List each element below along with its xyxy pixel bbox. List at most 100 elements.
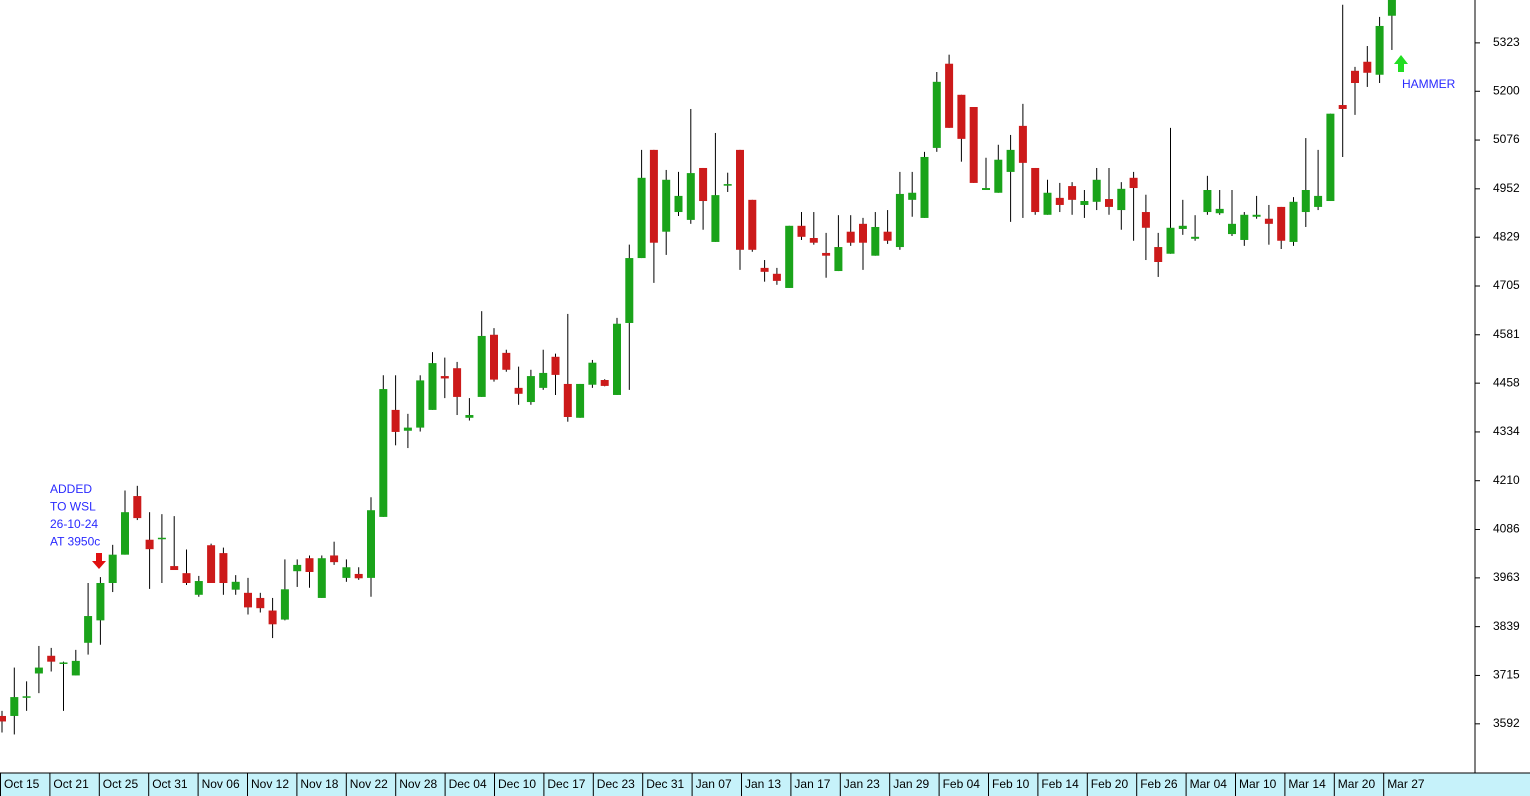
x-tick-label: Jan 17 [794,777,830,791]
candle-body [477,335,486,397]
x-tick-label: Oct 21 [53,777,89,791]
candle-body [1178,225,1187,229]
y-tick-label: 3839 [1493,619,1520,633]
candle-body [834,247,843,272]
x-tick-label: Nov 22 [350,777,388,791]
y-tick-label: 4334 [1493,424,1520,438]
candle-body [305,558,314,572]
y-tick-label: 4829 [1493,229,1520,243]
candle-body [453,368,462,397]
candle-body [883,231,892,241]
candle-body [760,267,769,272]
candle-body [945,63,954,128]
candle-body [1240,214,1249,240]
x-tick-label: Nov 06 [202,777,240,791]
candle-body [1043,192,1052,215]
candle-body [637,177,646,259]
annotation: TO WSL [50,500,96,514]
candle-body [391,409,400,432]
candle-body [71,660,80,676]
candle-body [1363,61,1372,73]
candle-body [145,539,154,550]
annotation: 26-10-24 [50,517,98,531]
candle-body [244,592,252,608]
candle-body [859,223,867,243]
candle-body [908,192,917,200]
candle-body [1141,212,1150,228]
candle-body [0,715,6,722]
x-tick-label: Nov 28 [399,777,437,791]
candle-body [772,273,781,281]
candle-body [84,616,93,643]
candle-body [526,376,535,403]
candle-body [797,225,806,237]
candle-body [1018,125,1027,163]
candle-body [157,537,166,540]
candle-body [539,372,548,388]
candle-body [170,566,179,571]
candle-body [748,199,757,250]
candle-body [625,258,634,323]
x-tick-label: Feb 10 [992,777,1030,791]
x-tick-label: Mar 27 [1387,777,1425,791]
candle-body [108,554,117,583]
y-tick-label: 4458 [1493,375,1520,389]
candle-body [490,334,498,380]
candle-body [231,581,240,590]
x-tick-label: Feb 26 [1140,777,1178,791]
candle-body [1326,113,1335,202]
y-tick-label: 4086 [1493,522,1520,536]
annotation: HAMMER [1402,77,1456,91]
candle-body [1129,177,1138,189]
candle-body [576,383,585,418]
candle-body [1055,197,1064,205]
x-tick-label: Dec 10 [498,777,536,791]
candle-body [121,512,129,555]
x-tick-label: Jan 07 [696,777,732,791]
candles [0,0,1396,735]
x-tick-label: Dec 23 [597,777,635,791]
candle-body [1215,208,1224,214]
candle-body [674,195,683,213]
candle-body [1031,167,1040,213]
x-tick-label: Dec 17 [547,777,585,791]
candle-body [588,362,597,385]
y-tick-label: 5200 [1493,83,1520,97]
candle-body [1387,0,1396,16]
candle-body [317,558,326,598]
x-tick-label: Mar 20 [1338,777,1376,791]
y-tick-label: 4581 [1493,327,1520,341]
candle-body [416,380,425,428]
y-tick-label: 4705 [1493,278,1520,292]
candle-body [686,173,695,220]
candle-body [723,184,732,186]
candle-body [1314,195,1323,207]
candle-body [182,573,191,583]
candle-body [1092,179,1101,202]
candle-body [1191,236,1200,239]
candle-body [551,356,560,375]
x-tick-label: Feb 04 [943,777,981,791]
candle-body [920,156,929,218]
candle-body [10,697,19,716]
candle-body [280,589,289,620]
candle-body [440,376,449,379]
candle-body [133,496,142,519]
candle-body [1351,70,1359,84]
candle-body [514,387,523,394]
x-tick-label: Oct 15 [4,777,40,791]
candle-body [982,188,990,191]
x-tick-label: Jan 29 [893,777,929,791]
x-tick-label: Mar 14 [1288,777,1326,791]
candle-body [1006,149,1015,172]
candle-body [1068,186,1077,200]
x-tick-label: Dec 31 [646,777,684,791]
y-tick-label: 3963 [1493,570,1520,584]
candle-body [96,582,105,621]
candle-body [969,107,978,183]
candle-body [428,363,437,410]
candle-body [846,231,855,243]
candle-body [1338,105,1347,109]
candle-body [613,323,621,395]
candle-body [34,667,43,674]
